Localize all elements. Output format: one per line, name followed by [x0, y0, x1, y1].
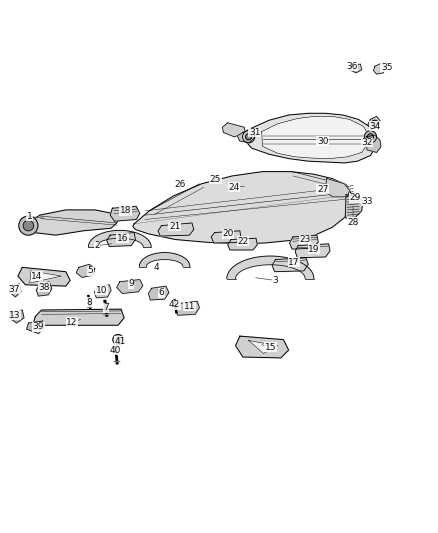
Text: 16: 16 [117, 233, 128, 243]
Text: 37: 37 [9, 285, 20, 294]
Polygon shape [88, 230, 151, 247]
Text: 5: 5 [88, 266, 93, 276]
Polygon shape [236, 336, 289, 358]
Polygon shape [324, 179, 350, 197]
Text: 9: 9 [128, 279, 134, 288]
Text: 30: 30 [317, 136, 328, 146]
Circle shape [243, 131, 254, 143]
Circle shape [371, 120, 378, 127]
Polygon shape [30, 271, 61, 283]
Text: 24: 24 [229, 183, 240, 192]
Text: 25: 25 [210, 175, 221, 184]
Circle shape [367, 134, 374, 140]
Text: 13: 13 [9, 311, 20, 320]
Text: 29: 29 [349, 193, 360, 202]
Text: 1: 1 [27, 212, 32, 221]
Text: 19: 19 [308, 245, 320, 254]
Text: 34: 34 [369, 122, 381, 131]
Polygon shape [345, 195, 363, 219]
Text: 26: 26 [174, 180, 186, 189]
Text: 12: 12 [66, 318, 78, 327]
Text: 3: 3 [273, 276, 279, 285]
Text: 36: 36 [346, 62, 357, 71]
Text: 15: 15 [265, 343, 276, 352]
Circle shape [23, 220, 34, 231]
Polygon shape [107, 232, 135, 246]
Polygon shape [36, 282, 52, 296]
Text: 17: 17 [288, 257, 300, 266]
Circle shape [116, 337, 120, 342]
Text: 2: 2 [94, 241, 100, 250]
Text: 40: 40 [110, 345, 121, 354]
Text: 11: 11 [184, 302, 195, 311]
Text: 23: 23 [300, 235, 311, 244]
Text: 8: 8 [86, 298, 92, 306]
Polygon shape [368, 116, 380, 130]
Circle shape [19, 216, 38, 235]
Polygon shape [366, 135, 381, 152]
Polygon shape [237, 128, 256, 142]
Text: 18: 18 [120, 206, 131, 215]
Text: 28: 28 [347, 217, 359, 227]
Text: 6: 6 [159, 288, 164, 297]
Polygon shape [27, 210, 119, 235]
Text: 33: 33 [361, 197, 373, 206]
Polygon shape [139, 253, 190, 266]
Text: 22: 22 [237, 237, 248, 246]
Polygon shape [227, 256, 314, 279]
Polygon shape [223, 123, 245, 137]
Text: 4: 4 [153, 263, 159, 272]
Text: 42: 42 [169, 300, 180, 309]
Text: 38: 38 [38, 283, 50, 292]
Circle shape [364, 131, 377, 143]
Text: 35: 35 [381, 63, 392, 71]
Text: 20: 20 [222, 229, 233, 238]
Polygon shape [18, 268, 70, 286]
Polygon shape [228, 238, 257, 250]
Polygon shape [133, 172, 352, 244]
Polygon shape [211, 231, 241, 243]
Polygon shape [374, 63, 385, 74]
Circle shape [246, 134, 252, 140]
Text: 14: 14 [32, 272, 43, 280]
Polygon shape [27, 321, 44, 334]
Polygon shape [76, 264, 95, 277]
Polygon shape [290, 235, 318, 249]
Polygon shape [249, 341, 278, 353]
Polygon shape [110, 206, 140, 221]
Text: 39: 39 [33, 322, 44, 331]
Text: 21: 21 [169, 222, 180, 231]
Text: 27: 27 [317, 184, 328, 193]
Polygon shape [272, 258, 308, 272]
Polygon shape [243, 114, 375, 163]
Polygon shape [95, 285, 111, 298]
Polygon shape [148, 286, 169, 300]
Circle shape [113, 334, 123, 345]
Polygon shape [350, 64, 362, 73]
Polygon shape [117, 279, 143, 294]
Polygon shape [9, 310, 24, 323]
Text: 10: 10 [96, 286, 107, 295]
Text: 32: 32 [361, 138, 373, 147]
Polygon shape [33, 309, 124, 325]
Text: 41: 41 [114, 337, 125, 346]
Polygon shape [158, 223, 194, 236]
Polygon shape [261, 116, 368, 158]
Polygon shape [9, 284, 21, 297]
Polygon shape [295, 244, 330, 258]
Text: 31: 31 [249, 128, 261, 137]
Text: 7: 7 [103, 303, 109, 312]
Polygon shape [176, 301, 199, 315]
